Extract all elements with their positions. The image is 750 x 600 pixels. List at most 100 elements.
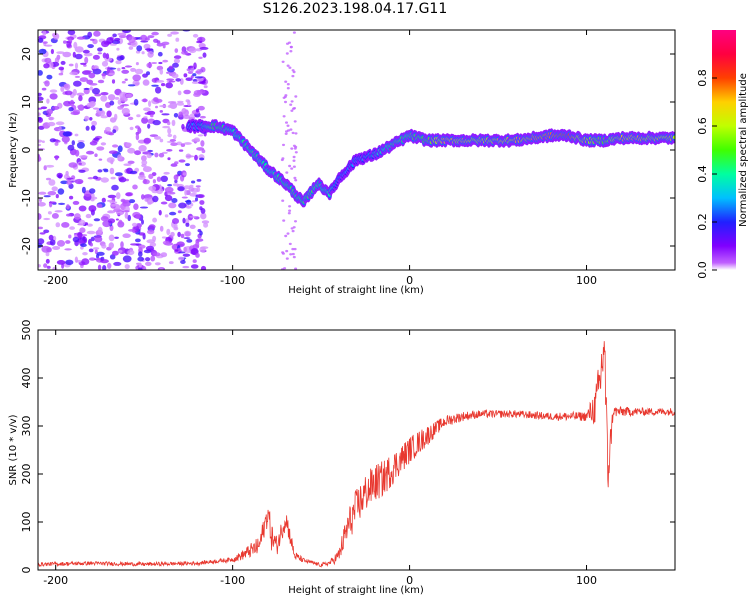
spectrogram-noise-blob xyxy=(66,180,72,186)
spectrogram-noise-blob xyxy=(127,249,135,256)
spectrogram-noise-blob xyxy=(135,133,140,141)
spectrogram-noise-blob xyxy=(286,124,290,127)
spectrogram-noise-blob xyxy=(181,196,188,199)
spectrogram-noise-blob xyxy=(195,108,200,113)
spectrogram-noise-blob xyxy=(161,236,167,239)
spectrogram-noise-blob xyxy=(101,40,110,48)
spectrogram-noise-blob xyxy=(128,46,134,50)
spectrogram-noise-blob xyxy=(64,90,73,96)
spectrogram-noise-blob xyxy=(125,93,132,98)
spectrogram-noise-blob xyxy=(123,163,132,166)
spectrogram-noise-blob xyxy=(167,184,173,187)
spectrogram-noise-blob xyxy=(159,110,163,113)
spectrogram-noise-blob xyxy=(141,219,144,225)
spectrogram-noise-blob xyxy=(38,139,43,143)
spectrogram-noise-blob xyxy=(105,53,110,60)
spectrogram-noise-blob xyxy=(90,236,95,242)
colorbar-tick-label: 0.0 xyxy=(696,261,709,279)
spectrogram-noise-blob xyxy=(199,200,205,205)
spectrogram-noise-blob xyxy=(290,147,294,150)
spectrogram-noise-blob xyxy=(39,232,46,235)
spectrogram-noise-blob xyxy=(98,110,106,117)
spectrogram-noise-blob xyxy=(159,267,164,270)
spectrogram-noise-blob xyxy=(101,60,109,67)
spectrogram-noise-blob xyxy=(294,179,298,182)
spectrogram-noise-blob xyxy=(38,264,41,268)
y-tick-label: 100 xyxy=(20,512,33,533)
spectrogram-noise-blob xyxy=(285,121,288,124)
spectrogram-noise-blob xyxy=(284,132,288,135)
spectrogram-noise-blob xyxy=(74,133,79,137)
spectrogram-noise-blob xyxy=(168,202,177,209)
spectrogram-image xyxy=(38,30,675,270)
spectrogram-noise-blob xyxy=(86,150,95,155)
spectrogram-noise-blob xyxy=(97,52,103,55)
spectrogram-noise-blob xyxy=(80,243,87,248)
spectrogram-noise-blob xyxy=(62,131,72,137)
spectrogram-noise-blob xyxy=(193,137,200,142)
spectrogram-noise-blob xyxy=(177,210,182,214)
spectrogram-noise-blob xyxy=(152,235,157,242)
spectrogram-noise-blob xyxy=(105,131,113,135)
spectrogram-noise-blob xyxy=(60,86,65,92)
spectrogram-noise-blob xyxy=(191,180,196,184)
spectrogram-noise-blob xyxy=(117,105,124,110)
spectrogram-noise-blob xyxy=(102,52,107,59)
y-tick-label: 10 xyxy=(20,95,33,109)
spectrogram-noise-blob xyxy=(147,123,151,129)
x-tick-label: -200 xyxy=(43,274,68,287)
spectrogram-noise-blob xyxy=(155,86,162,94)
spectrogram-noise-blob xyxy=(137,127,142,134)
spectrogram-noise-blob xyxy=(182,172,187,176)
spectrogram-noise-blob xyxy=(106,110,112,118)
spectrogram-noise-blob xyxy=(96,251,105,256)
spectrogram-noise-blob xyxy=(151,84,159,87)
spectrogram-noise-blob xyxy=(294,151,298,154)
spectrogram-noise-blob xyxy=(292,226,296,229)
spectrogram-noise-blob xyxy=(172,218,179,225)
spectrogram-noise-blob xyxy=(139,206,149,209)
spectrogram-noise-blob xyxy=(115,218,119,221)
spectrogram-noise-blob xyxy=(114,37,121,42)
spectrogram-noise-blob xyxy=(166,78,175,81)
spectrogram-noise-blob xyxy=(173,174,179,181)
spectrogram-noise-blob xyxy=(78,162,83,165)
spectrogram-noise-blob xyxy=(38,112,41,116)
spectrogram-noise-blob xyxy=(155,105,158,109)
spectrogram-noise-blob xyxy=(79,227,86,233)
spectrogram-noise-blob xyxy=(80,62,87,65)
spectrogram-noise-blob xyxy=(88,72,96,79)
spectrogram-noise-blob xyxy=(196,147,205,151)
spectrogram-noise-blob xyxy=(147,51,154,58)
spectrogram-noise-blob xyxy=(38,226,43,230)
spectrogram-noise-blob xyxy=(118,177,127,183)
spectrogram-noise-blob xyxy=(286,83,290,86)
spectrogram-noise-blob xyxy=(101,243,107,249)
spectrogram-noise-blob xyxy=(144,112,152,115)
spectrogram-noise-blob xyxy=(284,80,288,83)
spectrogram-noise-blob xyxy=(41,87,47,91)
spectrogram-noise-blob xyxy=(145,245,155,251)
spectrogram-noise-blob xyxy=(180,260,186,264)
spectrogram-noise-blob xyxy=(66,177,74,180)
spectrogram-noise-blob xyxy=(112,33,117,38)
spectrogram-noise-blob xyxy=(120,241,124,249)
spectrogram-noise-blob xyxy=(137,267,143,270)
spectrogram-noise-blob xyxy=(71,140,76,146)
spectrogram-noise-blob xyxy=(118,219,123,225)
spectrogram-noise-blob xyxy=(151,31,159,36)
spectrogram-noise-blob xyxy=(290,109,294,112)
spectrogram-noise-blob xyxy=(152,179,156,184)
spectrogram-noise-blob xyxy=(171,198,178,203)
spectrogram-noise-blob xyxy=(116,47,120,51)
spectrogram-noise-blob xyxy=(87,177,94,180)
spectrogram-noise-blob xyxy=(88,248,94,253)
spectrogram-noise-blob xyxy=(48,116,55,121)
spectrogram-noise-blob xyxy=(56,260,66,265)
spectrogram-noise-blob xyxy=(157,51,163,57)
spectrogram-noise-blob xyxy=(292,159,296,162)
spectrogram-noise-blob xyxy=(147,35,155,39)
spectrogram-noise-blob xyxy=(47,191,57,196)
y-tick-label: -20 xyxy=(20,237,33,255)
y-tick-label: 500 xyxy=(20,320,33,341)
